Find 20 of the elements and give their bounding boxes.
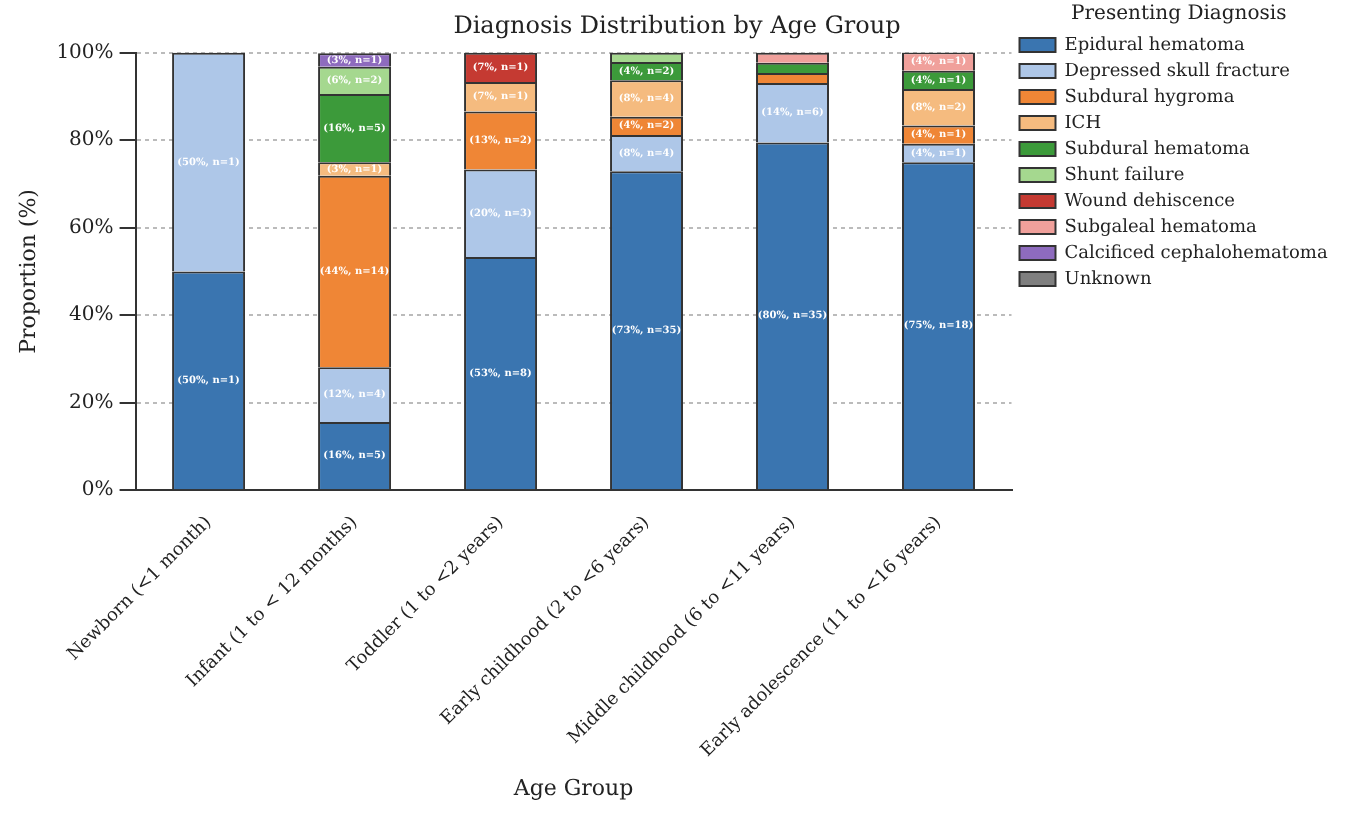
y-axis-title: Proportion (%) <box>14 189 41 354</box>
y-tick-label: 60% <box>69 216 114 239</box>
legend-title: Presenting Diagnosis <box>1071 3 1287 26</box>
legend-label: Subgaleal hematoma <box>1064 217 1258 238</box>
chart-title: Diagnosis Distribution by Age Group <box>453 10 902 39</box>
y-tick-label: 100% <box>56 41 114 64</box>
y-tick-label: 20% <box>69 391 114 414</box>
y-tick-label: 0% <box>81 479 114 502</box>
y-tick-label: 80% <box>69 129 114 152</box>
legend-label: Epidural hematoma <box>1064 35 1247 56</box>
legend-label: Subdural hygroma <box>1064 87 1236 108</box>
legend-label: Shunt failure <box>1064 165 1185 186</box>
legend-label: Wound dehiscence <box>1064 191 1235 212</box>
legend-label: Depressed skull fracture <box>1064 61 1290 82</box>
legend-label: Unknown <box>1064 269 1153 290</box>
legend-label: ICH <box>1064 113 1102 134</box>
x-axis-title: Age Group <box>511 774 634 801</box>
legend-label: Calcificed cephalohematoma <box>1064 243 1329 264</box>
y-tick-label: 40% <box>69 304 114 327</box>
legend-label: Subdural hematoma <box>1064 139 1252 160</box>
